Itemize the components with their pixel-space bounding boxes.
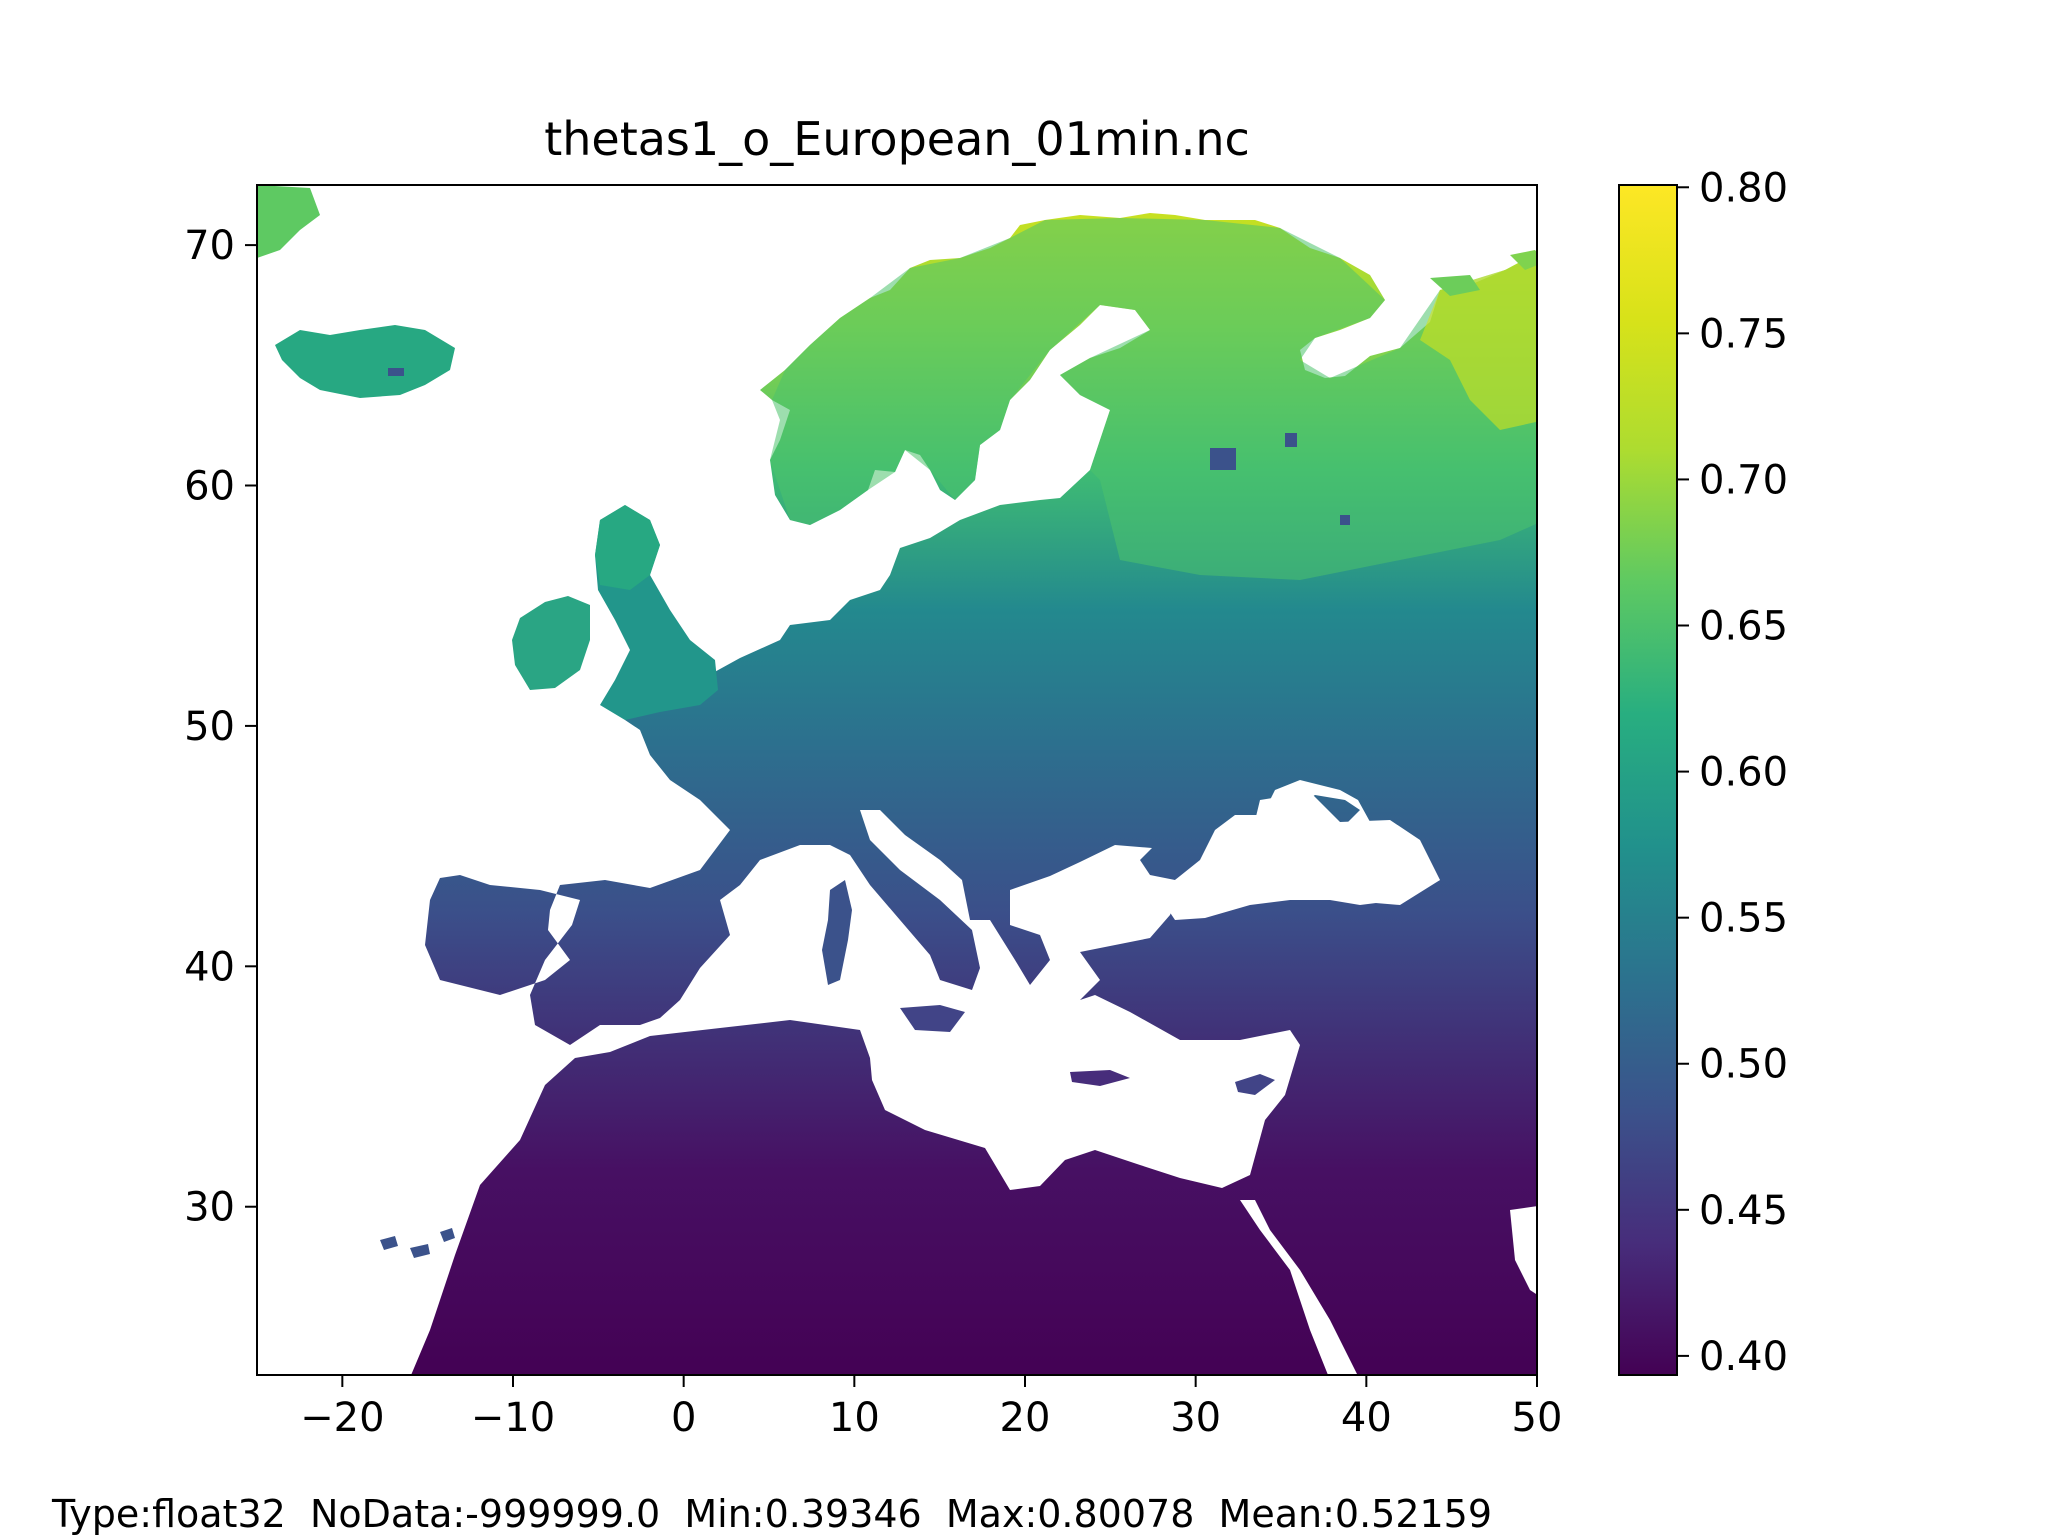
land-cyprus bbox=[1235, 1074, 1275, 1095]
colorbar-tick-label: 0.40 bbox=[1699, 1334, 1788, 1380]
land-fennoscandia-tint bbox=[770, 218, 1537, 580]
raster-stats: Type:float32 NoData:-999999.0 Min:0.3934… bbox=[52, 1492, 1493, 1536]
x-tick-label: 20 bbox=[1000, 1395, 1051, 1441]
land-svalbard bbox=[1510, 250, 1537, 270]
colorbar bbox=[1618, 184, 1678, 1376]
x-axis: −20 −10 0 10 20 30 40 50 bbox=[300, 1375, 1562, 1441]
colorbar-tick-label: 0.55 bbox=[1699, 896, 1788, 942]
y-axis: 30 40 50 60 70 bbox=[184, 223, 257, 1231]
red-sea-gulf bbox=[1240, 1200, 1358, 1375]
black-sea bbox=[1165, 780, 1440, 920]
y-tick-label: 40 bbox=[184, 944, 235, 990]
colorbar-tick-label: 0.80 bbox=[1699, 165, 1788, 211]
x-tick-label: 0 bbox=[671, 1395, 696, 1441]
land-crete bbox=[1070, 1070, 1130, 1086]
land-sicily bbox=[900, 1005, 965, 1032]
land-northeast-yellow-tint bbox=[1420, 260, 1537, 430]
land-scotland-tint bbox=[595, 505, 660, 590]
land-ireland bbox=[512, 596, 590, 690]
colorbar-ticks: 0.40 0.45 0.50 0.55 0.60 0.65 0.70 0.75 0.80 bbox=[1677, 165, 1788, 1380]
map-frame bbox=[256, 184, 1538, 1376]
x-tick-label: −20 bbox=[300, 1395, 384, 1441]
anomaly-cell bbox=[1285, 433, 1297, 447]
colorbar-tick-label: 0.45 bbox=[1699, 1188, 1788, 1234]
x-tick-label: 10 bbox=[829, 1395, 880, 1441]
arabian-gulf-edge bbox=[1510, 1206, 1537, 1295]
colorbar-tick-label: 0.65 bbox=[1699, 604, 1788, 650]
land-corsica-sardinia bbox=[822, 880, 852, 985]
anomaly-cell bbox=[388, 368, 404, 376]
colorbar-tick-label: 0.75 bbox=[1699, 311, 1788, 357]
land-iceland bbox=[275, 325, 455, 398]
y-tick-label: 70 bbox=[184, 223, 235, 269]
map-area bbox=[257, 185, 1537, 1375]
y-tick-label: 30 bbox=[184, 1185, 235, 1231]
anomaly-cell bbox=[1340, 515, 1350, 525]
y-tick-label: 50 bbox=[184, 704, 235, 750]
land-canary-islands bbox=[380, 1228, 455, 1258]
x-tick-label: 50 bbox=[1512, 1395, 1563, 1441]
y-tick-label: 60 bbox=[184, 464, 235, 510]
x-tick-label: 40 bbox=[1341, 1395, 1392, 1441]
land-greenland-corner bbox=[257, 185, 320, 258]
colorbar-tick-label: 0.50 bbox=[1699, 1042, 1788, 1088]
colorbar-tick-label: 0.60 bbox=[1699, 750, 1788, 796]
anomaly-cell bbox=[1210, 448, 1236, 470]
x-tick-label: −10 bbox=[471, 1395, 555, 1441]
map-title: thetas1_o_European_01min.nc bbox=[544, 112, 1250, 166]
x-tick-label: 30 bbox=[1170, 1395, 1221, 1441]
land-novaya-bit bbox=[1430, 275, 1480, 296]
colorbar-tick-label: 0.70 bbox=[1699, 457, 1788, 503]
